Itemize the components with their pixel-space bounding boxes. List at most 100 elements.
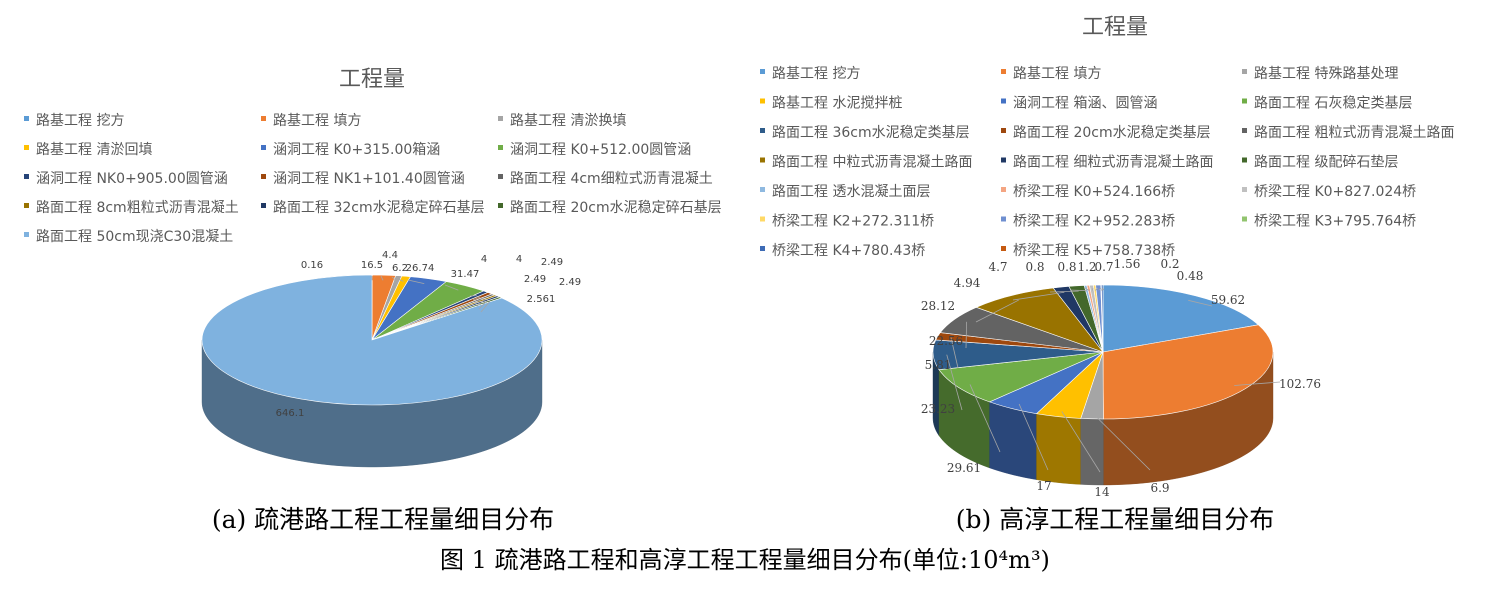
legend-marker xyxy=(24,174,29,179)
data-label: 2.49 xyxy=(559,277,581,288)
legend-item-label: 路面工程 4cm细粒式沥青混凝土 xyxy=(510,171,713,187)
data-label: 22.56 xyxy=(929,334,963,348)
data-label: 4.7 xyxy=(988,260,1007,274)
legend-marker xyxy=(24,116,29,121)
legend-marker xyxy=(1242,69,1247,74)
legend-marker xyxy=(760,158,765,163)
data-label: 23.23 xyxy=(921,402,955,416)
data-label: 6.9 xyxy=(1150,481,1169,495)
legend-marker xyxy=(498,203,503,208)
legend-marker xyxy=(1001,187,1006,192)
legend-marker xyxy=(1001,246,1006,251)
legend-item-label: 路基工程 填方 xyxy=(273,112,361,129)
legend-item-label: 涵洞工程 NK0+905.00圆管涵 xyxy=(36,171,228,187)
legend-item-label: 路面工程 粗粒式沥青混凝土路面 xyxy=(1254,125,1454,141)
pie-slice-side xyxy=(1081,418,1104,485)
legend-item-label: 路基工程 清淤回填 xyxy=(36,141,152,158)
legend-item-label: 路面工程 石灰稳定类基层 xyxy=(1254,95,1412,112)
legend-item-label: 桥梁工程 K5+758.738桥 xyxy=(1013,243,1175,259)
chart-a-legend: 路基工程 挖方路基工程 填方路基工程 清淤换填路基工程 清淤回填涵洞工程 K0+… xyxy=(24,112,722,245)
legend-marker xyxy=(760,217,765,222)
chart-b-pie xyxy=(933,285,1273,485)
pie-slice-side xyxy=(990,402,1037,480)
legend-item-label: 路面工程 级配碎石垫层 xyxy=(1254,155,1398,171)
data-label: 29.61 xyxy=(947,461,981,475)
legend-item-label: 路基工程 填方 xyxy=(1013,65,1101,82)
legend-marker xyxy=(1001,217,1006,222)
legend-marker xyxy=(1242,158,1247,163)
legend-item-label: 路基工程 挖方 xyxy=(36,112,124,129)
legend-item-label: 涵洞工程 箱涵、圆管涵 xyxy=(1013,96,1157,112)
legend-item-label: 涵洞工程 K0+512.00圆管涵 xyxy=(510,142,691,158)
legend-marker xyxy=(760,99,765,104)
legend-marker xyxy=(261,145,266,150)
chart-b-title: 工程量 xyxy=(1082,15,1148,40)
legend-marker xyxy=(760,246,765,251)
legend-marker xyxy=(261,116,266,121)
legend-marker xyxy=(1242,99,1247,104)
data-label: 1.56 xyxy=(1114,257,1141,271)
legend-marker xyxy=(261,174,266,179)
legend-item-label: 桥梁工程 K0+524.166桥 xyxy=(1013,184,1175,200)
data-label: 2.49 xyxy=(524,274,546,285)
data-label: 0.8 xyxy=(1025,260,1044,274)
data-label: 28.12 xyxy=(921,299,955,313)
legend-item-label: 路面工程 中粒式沥青混凝土路面 xyxy=(772,155,972,171)
data-label: 5.81 xyxy=(925,358,952,372)
legend-marker xyxy=(760,187,765,192)
chart-a-caption: (a) 疏港路工程工程量细目分布 xyxy=(212,505,554,534)
legend-item-label: 桥梁工程 K3+795.764桥 xyxy=(1254,214,1416,230)
legend-marker xyxy=(1001,158,1006,163)
chart-a: 工程量 路基工程 挖方路基工程 填方路基工程 清淤换填路基工程 清淤回填涵洞工程… xyxy=(24,67,722,534)
data-label: 59.62 xyxy=(1211,293,1245,307)
figure-caption: 图 1 疏港路工程和高淳工程工程量细目分布(单位:10⁴m³) xyxy=(440,546,1050,574)
legend-marker xyxy=(261,203,266,208)
legend-item-label: 路基工程 水泥搅拌桩 xyxy=(772,95,902,112)
legend-item-label: 桥梁工程 K4+780.43桥 xyxy=(772,243,925,259)
legend-item-label: 路面工程 32cm水泥稳定碎石基层 xyxy=(273,199,485,216)
legend-marker xyxy=(24,145,29,150)
data-label: 0.48 xyxy=(1177,269,1204,283)
data-label: 102.76 xyxy=(1279,377,1321,391)
legend-item-label: 路面工程 细粒式沥青混凝土路面 xyxy=(1013,155,1213,171)
legend-item-label: 桥梁工程 K2+952.283桥 xyxy=(1013,214,1175,230)
legend-item-label: 路面工程 20cm水泥稳定碎石基层 xyxy=(510,199,722,216)
legend-marker xyxy=(498,116,503,121)
legend-item-label: 路基工程 挖方 xyxy=(772,65,860,82)
legend-item-label: 路面工程 20cm水泥稳定类基层 xyxy=(1013,124,1211,141)
legend-marker xyxy=(1001,99,1006,104)
data-label: 646.1 xyxy=(276,408,305,419)
data-label: 26.74 xyxy=(406,263,435,274)
data-label: 0.8 xyxy=(1057,260,1076,274)
legend-item-label: 涵洞工程 K0+315.00箱涵 xyxy=(273,142,440,158)
legend-item-label: 路面工程 透水混凝土面层 xyxy=(772,184,930,200)
legend-item-label: 路面工程 36cm水泥稳定类基层 xyxy=(772,124,970,141)
data-label: 4.4 xyxy=(382,250,398,261)
legend-item-label: 路基工程 特殊路基处理 xyxy=(1254,65,1398,82)
data-label: 2.49 xyxy=(541,257,563,268)
legend-item-label: 路面工程 8cm粗粒式沥青混凝土 xyxy=(36,200,239,216)
data-label: 16.5 xyxy=(361,260,383,271)
legend-marker xyxy=(1001,128,1006,133)
legend-marker xyxy=(1242,128,1247,133)
data-label: 17 xyxy=(1036,479,1051,493)
legend-marker xyxy=(24,203,29,208)
legend-marker xyxy=(1242,217,1247,222)
data-label: 4 xyxy=(481,254,487,265)
chart-b-caption: (b) 高淳工程工程量细目分布 xyxy=(956,505,1274,534)
legend-marker xyxy=(24,232,29,237)
data-label: 0.16 xyxy=(301,260,323,271)
data-label: 4 xyxy=(516,254,522,265)
legend-marker xyxy=(498,145,503,150)
legend-marker xyxy=(760,128,765,133)
legend-marker xyxy=(1001,69,1006,74)
data-label: 14 xyxy=(1094,485,1110,499)
legend-item-label: 涵洞工程 NK1+101.40圆管涵 xyxy=(273,171,465,187)
chart-a-title: 工程量 xyxy=(339,67,405,92)
legend-marker xyxy=(1242,187,1247,192)
legend-item-label: 桥梁工程 K2+272.311桥 xyxy=(772,214,934,230)
data-label: 0.7 xyxy=(1094,260,1113,274)
